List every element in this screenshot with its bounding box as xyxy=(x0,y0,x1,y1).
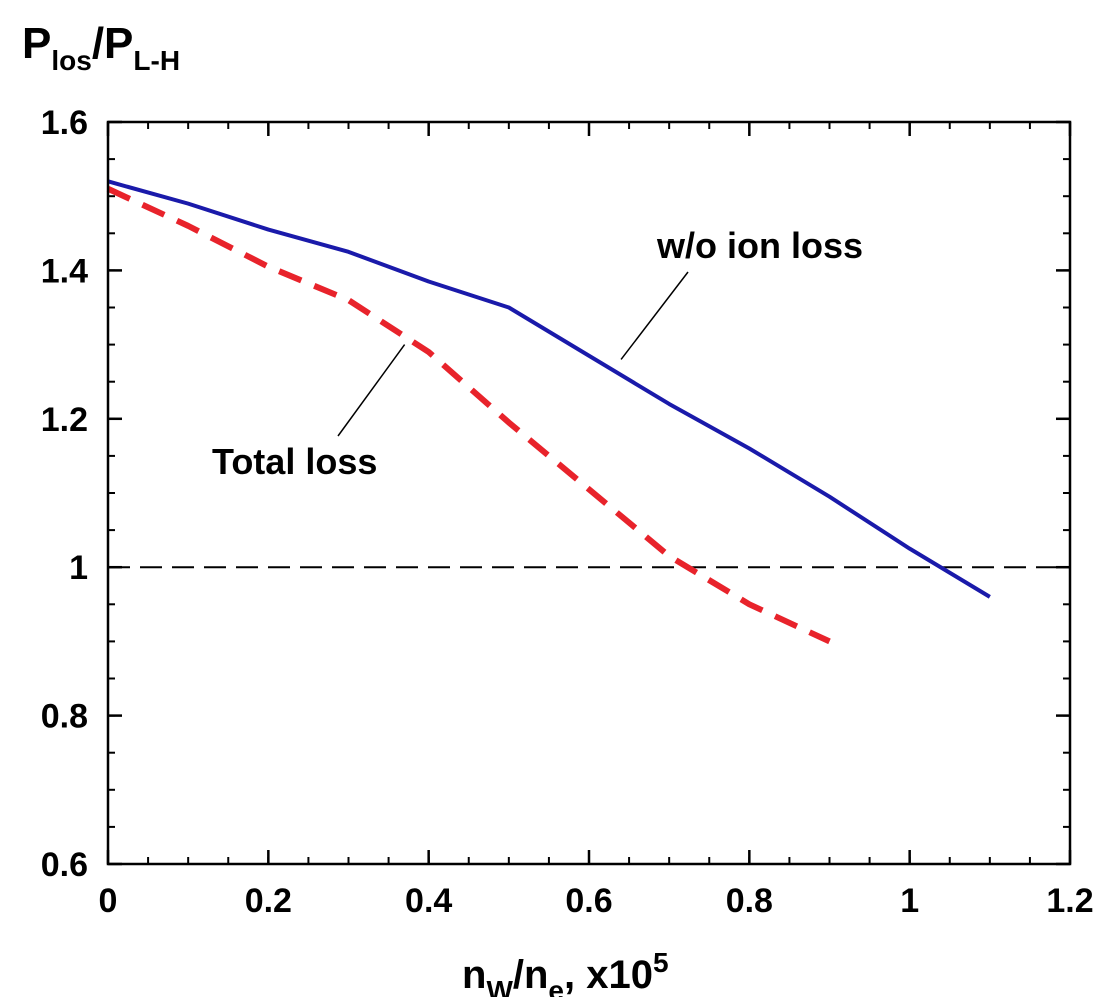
x-tick-label: 0.8 xyxy=(726,882,773,920)
y-tick-label: 1 xyxy=(69,549,88,587)
y-tick-label: 1.2 xyxy=(41,401,88,439)
annotation-total-loss: Total loss xyxy=(212,441,377,482)
x-tick-label: 1.2 xyxy=(1046,882,1093,920)
annotation-wo-ion-loss: w/o ion loss xyxy=(656,225,863,266)
x-tick-label: 0.4 xyxy=(405,882,452,920)
series-line-total xyxy=(106,186,831,645)
leader-line-wo-ion-loss xyxy=(620,271,689,360)
y-tick-label: 0.6 xyxy=(41,846,88,884)
x-tick-label: 1 xyxy=(900,882,919,920)
y-tick-label: 1.4 xyxy=(41,252,88,290)
y-tick-label: 0.8 xyxy=(41,698,88,736)
x-tick-label: 0.2 xyxy=(245,882,292,920)
y-axis-title: Plos/PL-H xyxy=(22,19,180,76)
x-axis-title: nW/ne, x105 xyxy=(462,947,669,997)
x-tick-label: 0 xyxy=(99,882,118,920)
y-tick-label: 1.6 xyxy=(41,104,88,142)
x-tick-label: 0.6 xyxy=(565,882,612,920)
series-line-wo_ion xyxy=(107,179,991,599)
plot-frame xyxy=(106,120,1072,866)
leader-line-total-loss xyxy=(337,344,406,437)
